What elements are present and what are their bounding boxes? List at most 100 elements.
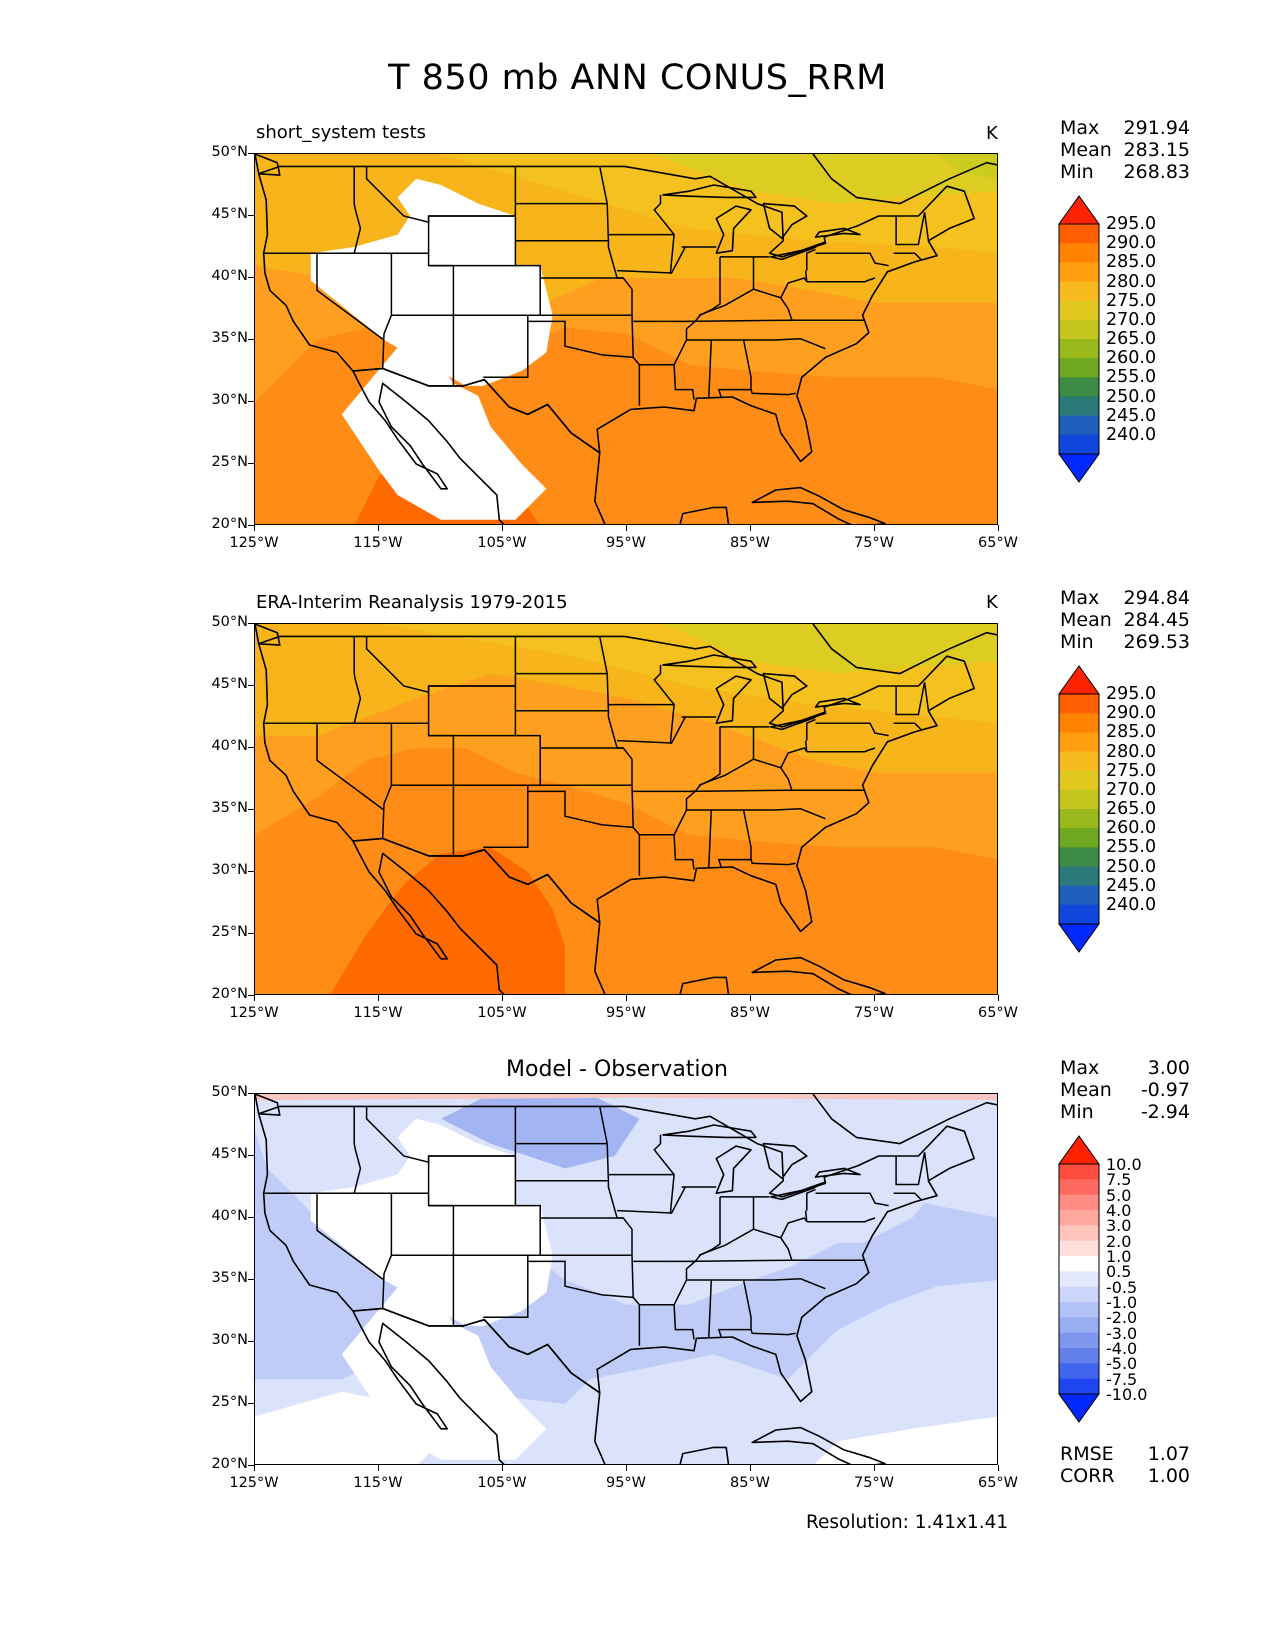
colorbar-segment [1059, 885, 1099, 906]
state-border [688, 789, 866, 793]
lat-tick-mark [248, 1465, 254, 1467]
colorbar-segment [1059, 732, 1099, 752]
ref-map [254, 623, 998, 995]
stat-mean-label: Mean [1060, 139, 1112, 161]
colorbar-tick-label: 1.0 [1106, 1247, 1132, 1266]
stat-mean-value: 284.45 [1123, 609, 1190, 631]
lon-tick-label: 105°W [477, 1475, 527, 1491]
state-border [617, 716, 686, 744]
colorbar-segment [1059, 1348, 1099, 1364]
pacific-coast-north [255, 1094, 281, 1116]
colorbar-segment [1059, 415, 1099, 436]
great-lake-outline [769, 241, 827, 261]
lon-tick-label: 85°W [729, 1475, 771, 1491]
lon-tick-label: 125°W [229, 1005, 279, 1021]
missing-data-region [310, 1118, 553, 1326]
lon-tick-mark [378, 525, 380, 531]
colorbar-tick-label: 4.0 [1106, 1201, 1132, 1220]
canada-coast [812, 1094, 997, 1145]
stat-min-label: Min [1060, 1101, 1094, 1123]
state-border [353, 166, 362, 254]
state-border [750, 859, 796, 866]
colorbar-tick-label: 2.0 [1106, 1231, 1132, 1251]
state-border [673, 256, 721, 400]
colorbar-tick-label: 10.0 [1106, 1155, 1142, 1174]
state-border [717, 809, 752, 868]
lat-tick-mark [248, 623, 254, 625]
state-border [923, 682, 930, 710]
colorbar-segment [1059, 1363, 1099, 1380]
field-region [651, 154, 997, 204]
colorbar-tick-label: 275.0 [1106, 760, 1157, 781]
stat-mean-label: Mean [1060, 1079, 1112, 1101]
pacific-coast-north [255, 624, 281, 646]
units-label-ref: K [986, 592, 998, 613]
state-border [893, 722, 922, 730]
colorbar-segment [1059, 1256, 1099, 1272]
stat-min-value: 269.53 [1123, 631, 1190, 653]
state-border [527, 320, 634, 359]
colorbar-tick-label: 240.0 [1106, 894, 1157, 915]
lon-tick-label: 65°W [977, 535, 1019, 551]
colorbar-tick-label: -3.0 [1106, 1323, 1138, 1343]
colorbar-segment [1059, 281, 1099, 302]
state-border [717, 1279, 752, 1338]
colorbar-tick-label: 0.5 [1106, 1262, 1132, 1282]
colorbar-segment [1059, 434, 1099, 455]
panel-title-ref: ERA-Interim Reanalysis 1979-2015 [256, 592, 568, 613]
state-border [815, 252, 889, 267]
stat-max-label: Max [1060, 587, 1100, 609]
great-lake-outline [715, 205, 752, 254]
lat-tick-label: 45°N [211, 676, 248, 692]
state-border [806, 1217, 876, 1223]
state-border [815, 1192, 889, 1207]
colorbar-segment [1059, 1271, 1099, 1288]
colorbar-tick-label: 290.0 [1106, 233, 1157, 254]
lon-tick-mark [750, 1465, 752, 1471]
state-border [806, 277, 876, 283]
mexico-coastline [352, 1307, 730, 1464]
state-border [698, 1228, 793, 1261]
test-map [254, 153, 998, 525]
field-region [341, 340, 547, 520]
colorbar-segment [1059, 866, 1099, 887]
state-border [923, 1152, 930, 1180]
resolution-label: Resolution: 1.41x1.41 [806, 1512, 1009, 1533]
state-border [688, 319, 866, 323]
state-border [698, 758, 793, 791]
colorbar-tick-label: -0.5 [1106, 1277, 1138, 1297]
lon-tick-label: 125°W [229, 1475, 279, 1491]
missing-data-region [310, 178, 553, 386]
lat-tick-label: 20°N [211, 986, 248, 1002]
colorbar-segment [1059, 262, 1099, 282]
colorbar-bottom-extend [1058, 453, 1100, 483]
colorbar-tick-label: -1.0 [1106, 1293, 1138, 1312]
mexico-coastline [352, 367, 730, 524]
state-border [353, 1106, 362, 1194]
field-region [441, 1094, 640, 1169]
colorbar-segment [1059, 789, 1099, 810]
colorbar-segment [1059, 377, 1099, 397]
field-region [341, 1280, 547, 1460]
lat-tick-label: 45°N [211, 206, 248, 222]
lon-tick-mark [626, 1465, 628, 1471]
colorbar-segment [1059, 319, 1099, 340]
state-border [750, 1329, 796, 1336]
field-region [255, 1094, 997, 1101]
rmse-value: 1.07 [1147, 1443, 1190, 1465]
lat-tick-mark [248, 215, 254, 217]
lat-tick-mark [248, 339, 254, 341]
field-region [330, 847, 565, 994]
stats-ref: Max 294.84 Mean 284.45 Min 269.53 [1060, 587, 1190, 653]
stat-mean-value: -0.97 [1140, 1079, 1190, 1101]
great-lake-outline [662, 184, 757, 199]
lat-tick-label: 35°N [211, 330, 248, 346]
lon-tick-label: 115°W [353, 1005, 403, 1021]
lon-tick-label: 115°W [353, 1475, 403, 1491]
lat-tick-label: 50°N [211, 144, 248, 160]
lon-tick-mark [254, 1465, 256, 1471]
colorbar-segment [1059, 1194, 1099, 1211]
colorbar-segment [1059, 396, 1099, 417]
cuba-outline [751, 486, 886, 524]
colorbar-top-extend [1058, 195, 1100, 225]
